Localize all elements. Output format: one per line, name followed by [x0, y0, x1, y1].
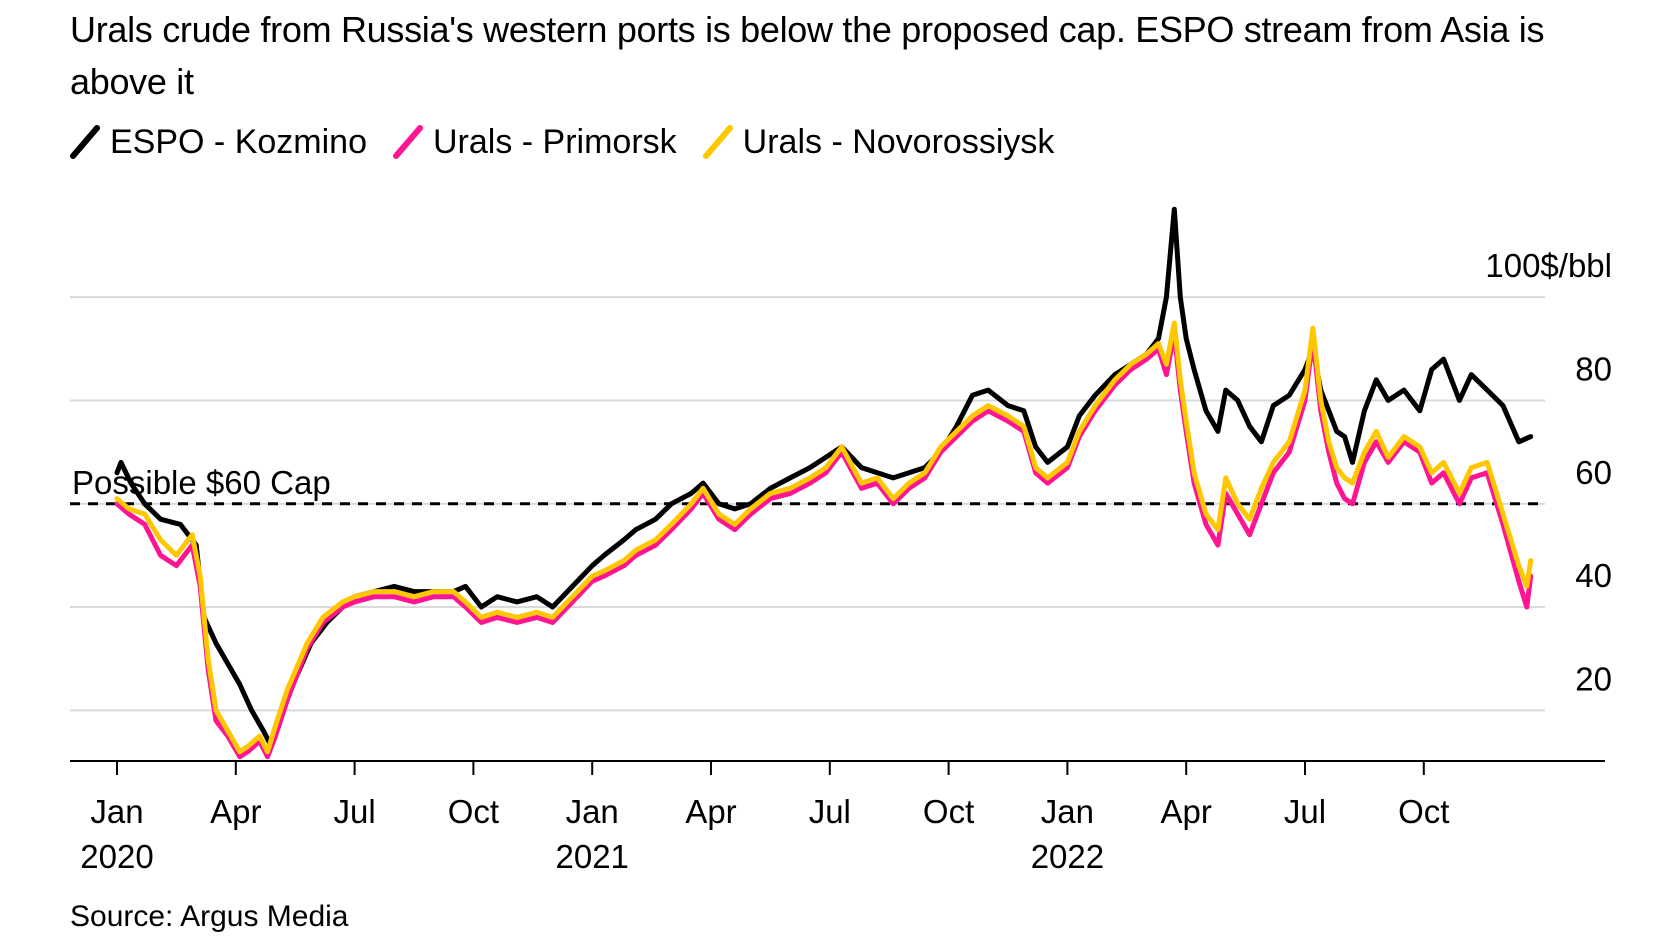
- x-tick-label-year: 2022: [1031, 838, 1104, 875]
- x-tick-label-year: 2021: [555, 838, 628, 875]
- legend: ESPO - Kozmino Urals - Primorsk Urals - …: [70, 120, 1080, 164]
- legend-item-urals-novorossiysk: Urals - Novorossiysk: [702, 122, 1055, 162]
- x-tick-label-month: Oct: [1398, 793, 1449, 830]
- x-tick-label-month: Oct: [448, 793, 499, 830]
- x-tick-label-month: Apr: [210, 793, 261, 830]
- x-tick-label-month: Jan: [566, 793, 619, 830]
- x-tick-label-month: Jan: [1041, 793, 1094, 830]
- legend-item-espo: ESPO - Kozmino: [70, 123, 367, 162]
- x-tick-label-year: 2020: [80, 838, 153, 875]
- x-tick-label-month: Jan: [90, 793, 143, 830]
- chart-title: Urals crude from Russia's western ports …: [70, 9, 1545, 102]
- y-tick-label-40: 40: [1575, 557, 1612, 594]
- legend-label-urals-novorossiysk: Urals - Novorossiysk: [742, 122, 1055, 161]
- legend-item-urals-primorsk: Urals - Primorsk: [392, 122, 677, 162]
- x-tick-label-month: Apr: [685, 793, 736, 830]
- y-tick-label-20: 20: [1575, 660, 1612, 697]
- series-line-urals-primorsk: [114, 330, 1534, 760]
- x-tick-label-month: Apr: [1161, 793, 1212, 830]
- y-tick-label-100: 100$/bbl: [1485, 247, 1612, 284]
- series-line-urals-novorossiysk: [114, 320, 1534, 755]
- x-tick-label-month: Jul: [809, 793, 851, 830]
- legend-label-espo: ESPO - Kozmino: [110, 122, 367, 161]
- x-tick-label-month: Oct: [923, 793, 974, 830]
- y-tick-label-80: 80: [1575, 350, 1612, 387]
- x-tick-label-month: Jul: [334, 793, 376, 830]
- x-tick-label-month: Jul: [1284, 793, 1326, 830]
- cap-reference-label: Possible $60 Cap: [72, 464, 331, 501]
- legend-swatch-espo-icon: [70, 125, 100, 159]
- legend-label-urals-primorsk: Urals - Primorsk: [432, 122, 677, 161]
- legend-swatch-urals-primorsk-icon: [392, 125, 423, 159]
- legend-swatch-urals-novorossiysk-icon: [702, 125, 733, 159]
- source-note: Source: Argus Media: [70, 900, 349, 933]
- y-tick-label-60: 60: [1575, 454, 1612, 491]
